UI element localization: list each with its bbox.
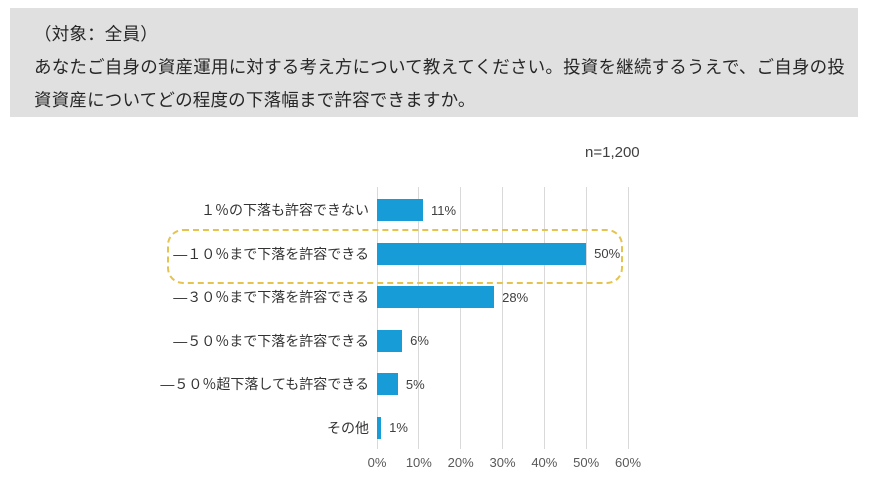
gridline-50% — [585, 187, 587, 449]
x-axis-tick-0%: 0% — [367, 455, 387, 470]
bar-segment — [377, 199, 424, 221]
x-axis-tick-60%: 60% — [614, 455, 642, 470]
sample-size-label: n=1,200 — [585, 144, 640, 161]
question-text-line1: あなたご自身の資産運用に対する考え方について教えてください。投資を継続するうえで… — [34, 57, 846, 77]
bar-value-label: 50% — [594, 246, 621, 261]
bar-value-label: 6% — [410, 333, 429, 348]
gridline-10% — [418, 187, 420, 449]
bar-segment — [377, 373, 398, 395]
bar-value-label: 28% — [502, 289, 529, 305]
category-label: ―３０％まで下落を許容できる — [173, 289, 369, 305]
gridline-20% — [460, 187, 462, 449]
category-label: ―１０％まで下落を許容できる — [173, 245, 369, 262]
x-axis-tick-40%: 40% — [531, 455, 558, 470]
category-label: ―５０％超下落しても許容できる — [160, 376, 369, 392]
x-axis-tick-20%: 20% — [447, 455, 474, 470]
bar-segment — [377, 242, 587, 265]
gridline-0% — [376, 187, 378, 449]
bar-segment — [377, 286, 495, 308]
bar-segment — [377, 329, 403, 352]
bar-value-label: 11% — [431, 202, 457, 218]
x-axis-tick-30%: 30% — [489, 455, 516, 470]
question-text-line2: 資資産についてどの程度の下落幅まで許容できますか。 — [34, 90, 476, 110]
bar-value-label: 1% — [389, 420, 408, 435]
category-label: ―５０％まで下落を許容できる — [173, 332, 369, 349]
bar-value-label: 5% — [405, 376, 425, 392]
gridline-30% — [502, 187, 503, 449]
bar-segment — [377, 416, 382, 439]
gridline-60% — [627, 187, 629, 449]
x-axis-tick-10%: 10% — [405, 455, 432, 470]
target-label: （対象：全員） — [34, 24, 158, 44]
gridline-40% — [543, 187, 545, 449]
question-header: （対象：全員） あなたご自身の資産運用に対する考え方について教えてください。投資… — [10, 8, 858, 117]
category-label: その他 — [327, 419, 369, 436]
category-label: １％の下落も許容できない — [201, 202, 369, 218]
x-axis-tick-50%: 50% — [573, 455, 600, 470]
highlight-outline — [167, 228, 623, 284]
